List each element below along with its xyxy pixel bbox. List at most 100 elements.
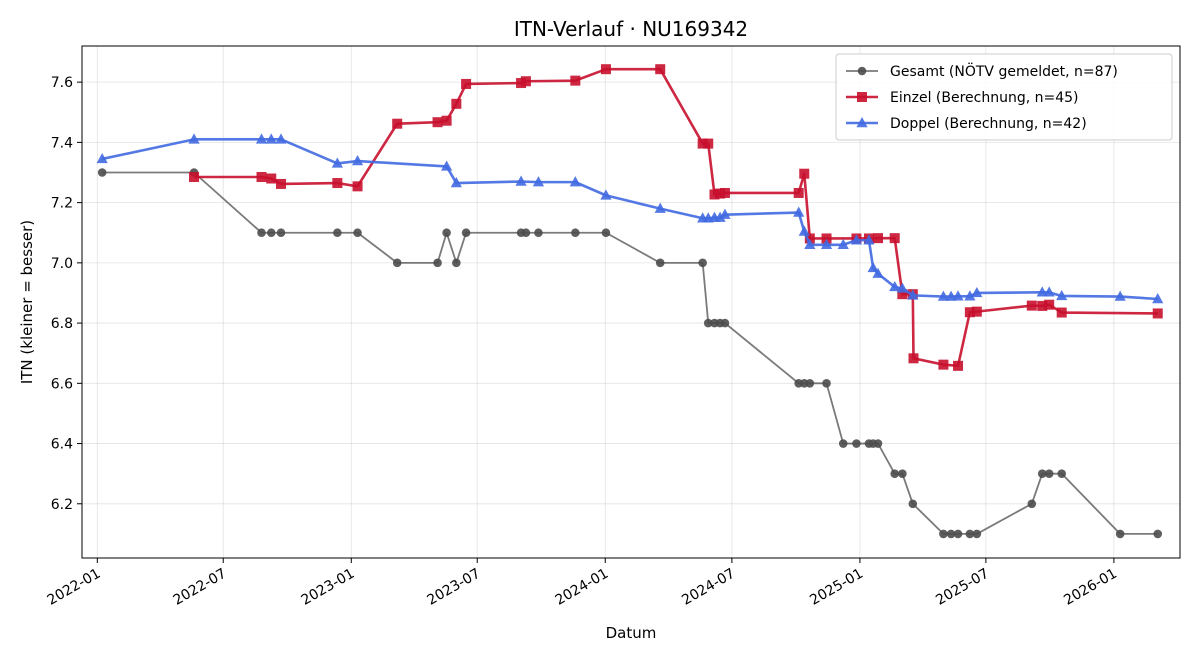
data-point bbox=[1152, 308, 1163, 319]
data-point bbox=[331, 157, 343, 168]
x-tick-label: 2024-07 bbox=[679, 566, 738, 609]
data-point bbox=[275, 133, 287, 144]
data-point bbox=[793, 187, 804, 198]
data-point bbox=[515, 175, 527, 186]
data-point bbox=[872, 267, 884, 278]
data-point bbox=[433, 258, 442, 268]
data-point bbox=[939, 529, 948, 539]
data-point bbox=[392, 258, 402, 268]
data-point bbox=[256, 172, 267, 183]
data-point bbox=[332, 178, 343, 189]
data-point bbox=[798, 225, 810, 236]
data-point bbox=[697, 138, 708, 149]
data-point bbox=[873, 439, 883, 448]
series-triangle bbox=[96, 133, 1164, 304]
data-point bbox=[964, 307, 975, 318]
y-axis-title: ITN (kleiner = besser) bbox=[18, 220, 36, 384]
x-tick-label: 2024-01 bbox=[553, 566, 612, 609]
y-tick-label: 6.8 bbox=[51, 316, 73, 332]
data-point bbox=[837, 238, 849, 249]
legend-marker bbox=[857, 92, 867, 102]
data-point bbox=[276, 228, 286, 238]
data-point bbox=[938, 359, 949, 370]
data-point bbox=[257, 228, 266, 238]
y-tick-label: 6.6 bbox=[51, 376, 73, 392]
y-tick-label: 6.4 bbox=[51, 437, 73, 453]
data-point bbox=[953, 529, 963, 539]
data-point bbox=[703, 138, 714, 149]
data-point bbox=[392, 118, 403, 129]
x-tick-label: 2025-07 bbox=[933, 566, 992, 609]
series-line bbox=[102, 171, 1158, 535]
data-point bbox=[521, 228, 531, 238]
chart-title: ITN-Verlauf · NU169342 bbox=[514, 17, 748, 41]
data-point bbox=[946, 529, 956, 539]
data-point bbox=[266, 228, 276, 238]
data-point bbox=[720, 318, 730, 328]
data-point bbox=[820, 238, 833, 249]
data-point bbox=[908, 499, 918, 509]
x-axis-title: Datum bbox=[606, 624, 657, 642]
data-point bbox=[451, 98, 462, 109]
data-point bbox=[1152, 292, 1164, 304]
data-point bbox=[1056, 289, 1068, 301]
y-tick-label: 7.6 bbox=[51, 75, 73, 91]
data-point bbox=[719, 187, 730, 198]
data-point bbox=[97, 168, 107, 177]
data-point bbox=[1043, 286, 1055, 297]
x-tick-label: 2025-01 bbox=[807, 566, 866, 609]
data-point bbox=[964, 290, 976, 301]
data-point bbox=[520, 76, 531, 87]
data-point bbox=[600, 189, 612, 200]
data-point bbox=[889, 280, 901, 292]
data-point bbox=[352, 181, 363, 192]
data-point bbox=[972, 529, 982, 539]
data-point bbox=[889, 233, 900, 244]
data-point bbox=[703, 318, 713, 328]
data-point bbox=[873, 233, 884, 244]
data-point bbox=[441, 160, 453, 171]
data-point bbox=[655, 64, 666, 75]
data-point bbox=[450, 177, 462, 188]
data-point bbox=[908, 353, 919, 364]
data-point bbox=[907, 289, 919, 300]
data-point bbox=[569, 176, 581, 187]
data-point bbox=[867, 261, 879, 273]
data-point bbox=[601, 228, 611, 238]
data-point bbox=[1026, 300, 1037, 311]
data-point bbox=[822, 379, 831, 388]
data-point bbox=[441, 115, 452, 126]
x-tick-label: 2022-01 bbox=[45, 566, 104, 609]
data-point bbox=[1037, 300, 1048, 311]
data-point bbox=[863, 234, 875, 245]
data-point bbox=[953, 360, 964, 371]
data-point bbox=[276, 178, 287, 189]
data-point bbox=[655, 258, 665, 268]
data-point bbox=[1037, 469, 1047, 478]
data-point bbox=[452, 258, 461, 268]
data-point bbox=[266, 173, 277, 184]
data-point bbox=[898, 469, 907, 478]
data-point bbox=[571, 228, 580, 238]
data-point bbox=[265, 133, 277, 144]
data-point bbox=[1044, 299, 1055, 310]
x-tick-label: 2023-07 bbox=[425, 566, 484, 609]
x-axis: 2022-01 2022-07 2023-01 2023-07 2024-01 2024-… bbox=[45, 558, 1120, 609]
data-point bbox=[971, 286, 983, 298]
legend: Gesamt (NÖTV gemeldet, n=87) Einzel (Bere… bbox=[835, 53, 1173, 141]
data-point bbox=[1115, 529, 1125, 539]
legend-box bbox=[835, 53, 1173, 141]
data-point bbox=[719, 208, 731, 219]
data-point bbox=[1044, 469, 1054, 478]
y-tick-label: 7.4 bbox=[51, 135, 73, 151]
data-point bbox=[255, 133, 268, 144]
data-point bbox=[1153, 529, 1163, 539]
x-tick-label: 2022-07 bbox=[171, 566, 230, 609]
data-point bbox=[461, 228, 471, 238]
data-point bbox=[804, 238, 816, 249]
data-point bbox=[850, 234, 863, 245]
data-point bbox=[570, 75, 581, 86]
data-point bbox=[896, 282, 908, 293]
data-point bbox=[890, 469, 900, 478]
